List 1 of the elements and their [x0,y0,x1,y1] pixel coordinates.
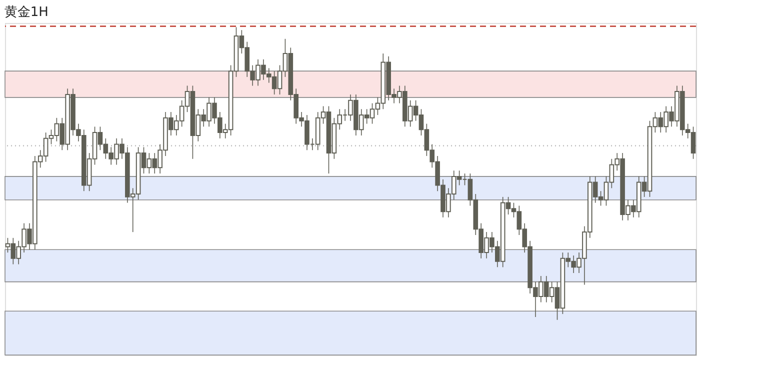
chart-title: 黄金1H [4,5,48,20]
